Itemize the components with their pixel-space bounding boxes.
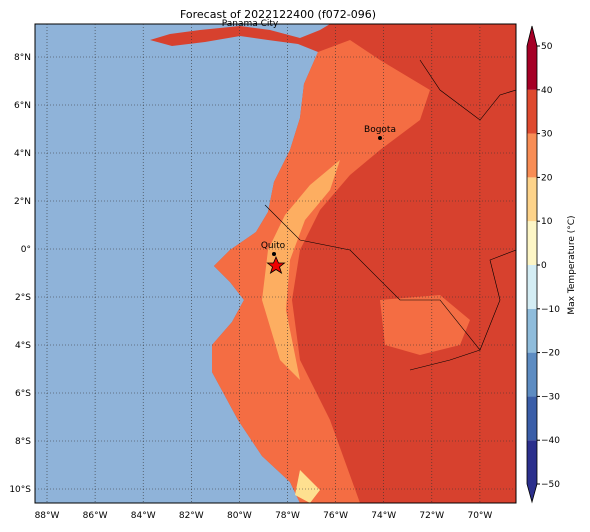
location-star (266, 255, 286, 274)
colorbar-band (527, 396, 537, 441)
colorbar-band (527, 265, 537, 309)
x-tick-label: 76°W (323, 511, 348, 521)
x-tick-label: 84°W (131, 511, 156, 521)
highland-warm (212, 40, 430, 503)
amazon-warm (380, 295, 470, 355)
colorbar-tick-label: 30 (541, 130, 553, 140)
y-tick-label: 10°S (9, 485, 31, 495)
x-tick-label: 72°W (419, 511, 444, 521)
colorbar-tick-label: −50 (541, 480, 560, 490)
colorbar-band (527, 89, 537, 134)
highland-mild (262, 160, 340, 380)
colorbar-tick-label: −20 (541, 349, 560, 359)
y-tick-label: 4°S (15, 341, 31, 351)
colorbar-tick-label: 40 (541, 86, 553, 96)
colorbar-band (527, 177, 537, 222)
y-tick-label: 6°N (14, 101, 31, 111)
y-tick-label: 0° (21, 245, 31, 255)
colorbar-band (527, 133, 537, 178)
y-tick-label: 8°N (14, 53, 31, 63)
city-dot (378, 136, 382, 140)
colorbar-tick-label: 50 (541, 42, 553, 52)
colorbar-label: Max Temperature (°C) (567, 215, 577, 314)
y-tick-label: 8°S (15, 437, 31, 447)
x-tick-label: 82°W (179, 511, 204, 521)
y-tick-label: 4°N (14, 149, 31, 159)
colorbar-tick-label: 0 (541, 261, 547, 271)
colorbar-band (527, 46, 537, 90)
title: Forecast of 2022122400 (f072-096) (180, 8, 376, 21)
colorbar-extend-low (527, 484, 537, 502)
x-tick-label: 78°W (275, 511, 300, 521)
y-tick-label: 6°S (15, 389, 31, 399)
colorbar-tick-label: −30 (541, 392, 560, 402)
colorbar-extend-high (527, 26, 537, 46)
colorbar-band (527, 308, 537, 353)
city-dot (272, 252, 276, 256)
x-tick-label: 80°W (227, 511, 252, 521)
colorbar-tick-label: 10 (541, 217, 553, 227)
colorbar-tick-label: 20 (541, 173, 553, 183)
south-mild (295, 470, 320, 503)
x-tick-label: 88°W (35, 511, 60, 521)
y-tick-label: 2°N (14, 197, 31, 207)
colorbar-tick-label: −10 (541, 305, 560, 315)
colorbar-band (527, 352, 537, 397)
city-label: Quito (261, 241, 286, 251)
city-label: Bogota (364, 125, 396, 135)
x-tick-label: 74°W (371, 511, 396, 521)
x-tick-label: 70°W (467, 511, 492, 521)
city-label: Panama City (222, 19, 279, 29)
colorbar-band (527, 440, 537, 484)
map-frame (34, 23, 517, 504)
y-tick-label: 2°S (15, 293, 31, 303)
x-tick-label: 86°W (83, 511, 108, 521)
colorbar-band (527, 221, 537, 265)
colorbar-tick-label: −40 (541, 436, 560, 446)
